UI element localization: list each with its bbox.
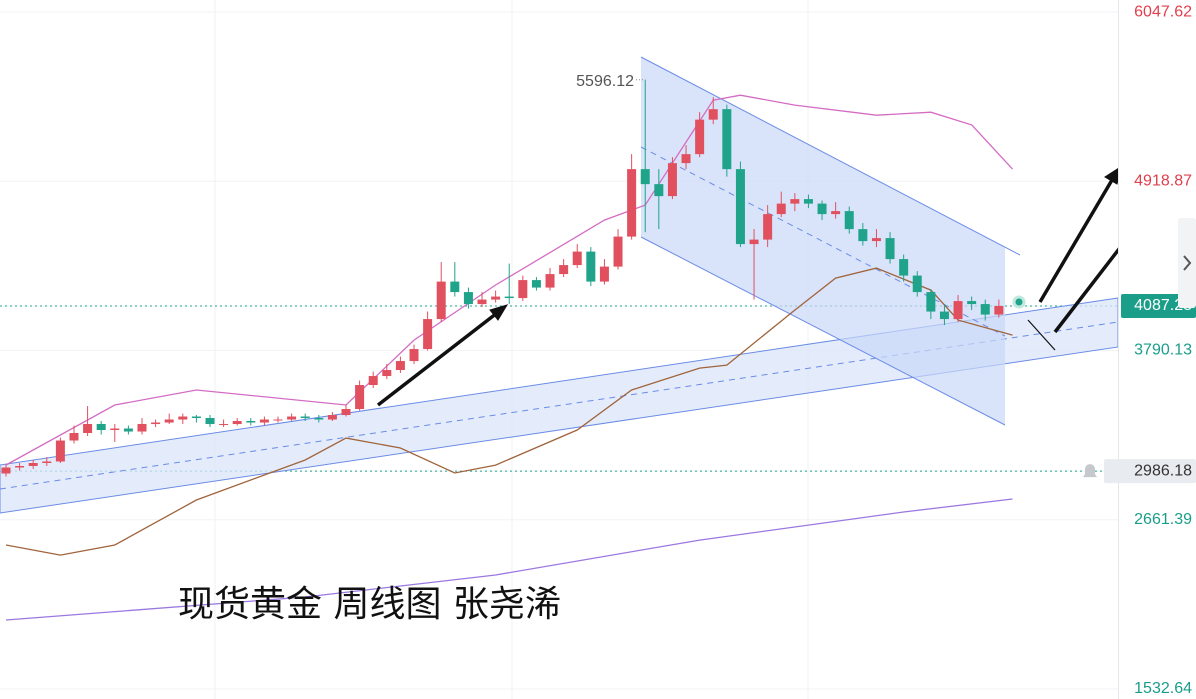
candle-body: [926, 292, 936, 312]
candle-body: [912, 275, 922, 293]
candle-body: [953, 301, 963, 320]
y-tick-label: 1532.64: [1134, 680, 1192, 697]
candle-body: [817, 203, 827, 215]
candle-body: [395, 361, 405, 371]
candle-body: [287, 416, 297, 420]
candle-body: [15, 466, 25, 468]
candle-body: [613, 236, 623, 267]
candle-body: [205, 418, 215, 425]
candle-body: [450, 281, 460, 293]
expand-button[interactable]: [1178, 218, 1196, 308]
candle-body: [599, 266, 609, 282]
candle-body: [28, 463, 38, 466]
candle-body: [980, 304, 990, 315]
candle-body: [355, 385, 365, 410]
candle-body: [640, 169, 650, 185]
candle-body: [1, 467, 11, 474]
candle-body: [246, 421, 256, 423]
y-tick-label: 2986.18: [1134, 462, 1192, 479]
candle-body: [96, 424, 106, 431]
candle-body: [967, 301, 977, 305]
candle-body: [382, 370, 392, 377]
candle-body: [899, 259, 909, 276]
chart-title: 现货黄金 周线图 张尧浠: [178, 584, 561, 625]
y-tick-label: 2661.39: [1134, 511, 1192, 528]
indicator-line: [5, 498, 1013, 621]
candle-body: [110, 428, 120, 431]
candle-body: [300, 416, 310, 419]
bell-icon: [1083, 464, 1097, 480]
y-tick-label: 4918.87: [1134, 173, 1192, 190]
candle-body: [885, 238, 895, 260]
candle-body: [409, 349, 419, 362]
candle-body: [151, 422, 161, 425]
candle-body: [232, 421, 242, 425]
candle-body: [763, 214, 773, 240]
candle-body: [572, 251, 582, 266]
candle-body: [137, 424, 147, 432]
y-tick-label: 6047.62: [1134, 3, 1192, 20]
candle-body: [545, 274, 555, 288]
candle-body: [219, 424, 229, 426]
candle-body: [463, 292, 473, 305]
indicator-line: [5, 267, 1013, 556]
candle-body: [504, 296, 514, 299]
current-dot: [1012, 295, 1026, 309]
candle-body: [314, 418, 324, 420]
price-box: [1104, 459, 1196, 484]
candle-body: [477, 299, 487, 305]
candle-body: [423, 319, 433, 350]
candle-body: [586, 251, 596, 282]
candle-body: [518, 280, 528, 299]
annotations: 5596.12: [576, 73, 646, 90]
candle-body: [667, 163, 677, 197]
candle-body: [871, 238, 881, 242]
candle-body: [858, 229, 868, 242]
candle-body: [69, 433, 79, 441]
candle-body: [327, 415, 337, 420]
candle-body: [191, 416, 201, 419]
candle-body: [341, 409, 351, 416]
candle-body: [436, 281, 446, 320]
candle-body: [83, 424, 93, 434]
candle-body: [627, 169, 637, 237]
candle-body: [368, 376, 378, 386]
candle-body: [178, 416, 188, 420]
candle-body: [491, 296, 501, 300]
candle-body: [844, 211, 854, 230]
candle-body: [749, 239, 759, 245]
candle-body: [695, 119, 705, 155]
y-tick-label: 3790.13: [1134, 342, 1192, 359]
candle-body: [559, 265, 569, 275]
candle-body: [259, 419, 269, 423]
candle-body: [939, 311, 949, 320]
candle-body: [273, 419, 283, 421]
high-label: 5596.12: [576, 73, 634, 90]
candle-body: [708, 109, 718, 120]
candle-body: [790, 199, 800, 204]
y-axis: 6047.62 4918.87 4087.28 3790.13 2986.18 2661.…: [1083, 3, 1196, 697]
candle-body: [654, 184, 664, 197]
candle-body: [164, 419, 174, 423]
candle-body: [123, 428, 133, 432]
channels: [0, 56, 1119, 514]
candle-body: [681, 154, 691, 164]
candle-body: [42, 461, 52, 464]
candle-body: [803, 199, 813, 204]
candles: [1, 79, 1004, 477]
candle-body: [776, 203, 786, 215]
price-box: [1121, 293, 1196, 318]
y-tick-label: 4087.28: [1134, 297, 1192, 314]
expand-icon: [1183, 255, 1192, 271]
candle-body: [831, 211, 841, 215]
candle-body: [722, 109, 732, 170]
candle-body: [994, 305, 1004, 315]
candle-body: [531, 280, 541, 288]
axis-panel: [1118, 0, 1196, 699]
candle-body: [55, 440, 65, 462]
candle-body: [735, 169, 745, 245]
